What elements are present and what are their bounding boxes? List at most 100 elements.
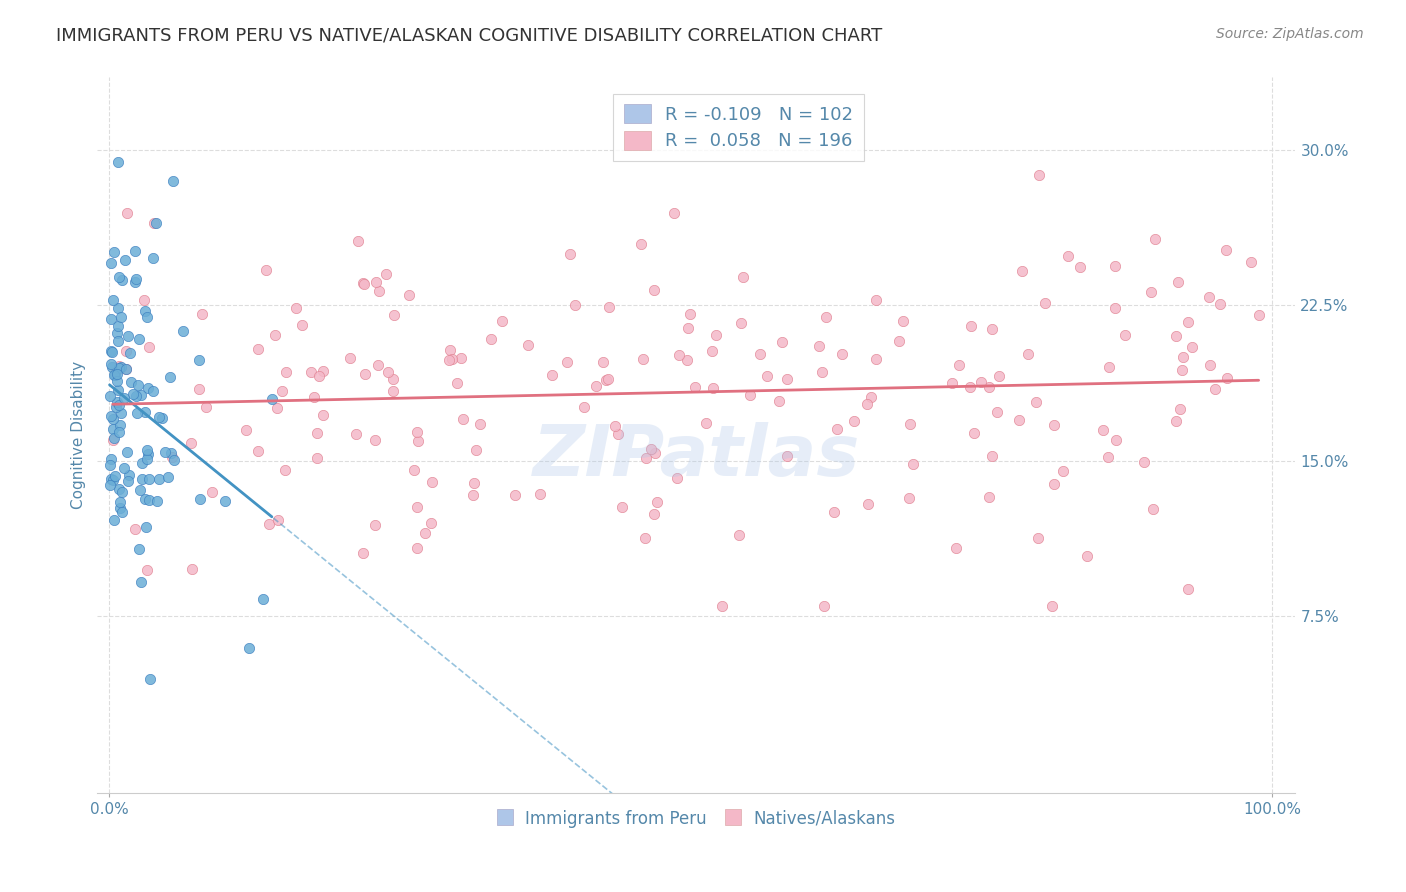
Point bbox=[1076, 549, 1098, 564]
Point bbox=[960, 318, 983, 333]
Point bbox=[842, 414, 865, 428]
Point bbox=[461, 488, 484, 502]
Point bbox=[748, 347, 770, 361]
Point bbox=[776, 372, 799, 386]
Point bbox=[415, 525, 437, 540]
Point bbox=[1026, 531, 1049, 545]
Point bbox=[437, 353, 460, 368]
Point bbox=[120, 375, 142, 389]
Point bbox=[339, 351, 361, 365]
Point bbox=[146, 494, 169, 508]
Point bbox=[115, 343, 138, 358]
Point bbox=[125, 272, 148, 286]
Point bbox=[468, 417, 491, 431]
Point bbox=[644, 446, 666, 460]
Point bbox=[117, 328, 139, 343]
Point bbox=[856, 497, 879, 511]
Point bbox=[630, 237, 652, 252]
Point bbox=[945, 541, 967, 556]
Point bbox=[260, 392, 283, 406]
Point bbox=[768, 394, 790, 409]
Point bbox=[352, 276, 374, 290]
Point bbox=[160, 450, 183, 464]
Point bbox=[1198, 358, 1220, 372]
Point bbox=[1104, 301, 1126, 315]
Point bbox=[100, 478, 122, 492]
Point bbox=[408, 434, 430, 449]
Point bbox=[405, 500, 427, 514]
Point bbox=[159, 370, 181, 384]
Point bbox=[406, 425, 429, 439]
Point bbox=[1042, 418, 1064, 433]
Point bbox=[308, 368, 330, 383]
Point bbox=[406, 541, 429, 555]
Point bbox=[731, 269, 754, 284]
Point bbox=[860, 390, 883, 404]
Point bbox=[100, 360, 122, 375]
Point bbox=[891, 314, 914, 328]
Point bbox=[136, 451, 159, 466]
Point bbox=[107, 301, 129, 315]
Point bbox=[112, 461, 135, 475]
Point bbox=[112, 391, 135, 405]
Point bbox=[252, 592, 274, 607]
Point bbox=[770, 335, 793, 350]
Point bbox=[1215, 243, 1237, 257]
Point bbox=[825, 422, 848, 436]
Point bbox=[124, 244, 146, 258]
Point bbox=[1198, 290, 1220, 304]
Point bbox=[574, 400, 596, 414]
Point bbox=[134, 303, 156, 318]
Point bbox=[1114, 328, 1136, 343]
Point bbox=[643, 284, 665, 298]
Point bbox=[110, 417, 132, 432]
Point bbox=[107, 383, 129, 397]
Point bbox=[302, 390, 325, 404]
Point bbox=[131, 472, 153, 486]
Point bbox=[111, 273, 134, 287]
Point bbox=[100, 451, 122, 466]
Point bbox=[1017, 347, 1039, 361]
Point bbox=[592, 354, 614, 368]
Point bbox=[366, 275, 388, 289]
Point bbox=[125, 389, 148, 403]
Point bbox=[606, 427, 628, 442]
Point bbox=[1097, 450, 1119, 464]
Point bbox=[274, 463, 297, 477]
Point bbox=[364, 434, 387, 448]
Point bbox=[831, 347, 853, 361]
Point bbox=[439, 343, 461, 357]
Point bbox=[382, 384, 405, 399]
Point bbox=[1144, 232, 1167, 246]
Point bbox=[121, 386, 143, 401]
Point bbox=[108, 494, 131, 508]
Point bbox=[1133, 455, 1156, 469]
Point bbox=[138, 472, 160, 486]
Point bbox=[898, 491, 921, 505]
Point bbox=[1247, 308, 1270, 322]
Point bbox=[464, 442, 486, 457]
Point bbox=[367, 284, 389, 298]
Point bbox=[364, 518, 387, 533]
Point bbox=[898, 417, 921, 431]
Point bbox=[1042, 477, 1064, 491]
Point bbox=[100, 357, 122, 371]
Point bbox=[138, 340, 160, 354]
Point bbox=[129, 483, 152, 497]
Point bbox=[100, 312, 122, 326]
Point bbox=[136, 381, 159, 395]
Point bbox=[450, 351, 472, 365]
Point bbox=[107, 154, 129, 169]
Point bbox=[98, 458, 121, 472]
Point bbox=[1164, 329, 1187, 343]
Point bbox=[605, 419, 627, 434]
Point bbox=[117, 474, 139, 488]
Point bbox=[1098, 360, 1121, 375]
Point bbox=[643, 507, 665, 521]
Point bbox=[101, 473, 124, 487]
Point bbox=[108, 425, 131, 440]
Point bbox=[612, 500, 634, 515]
Point bbox=[529, 486, 551, 500]
Point bbox=[402, 463, 425, 477]
Point bbox=[346, 235, 368, 249]
